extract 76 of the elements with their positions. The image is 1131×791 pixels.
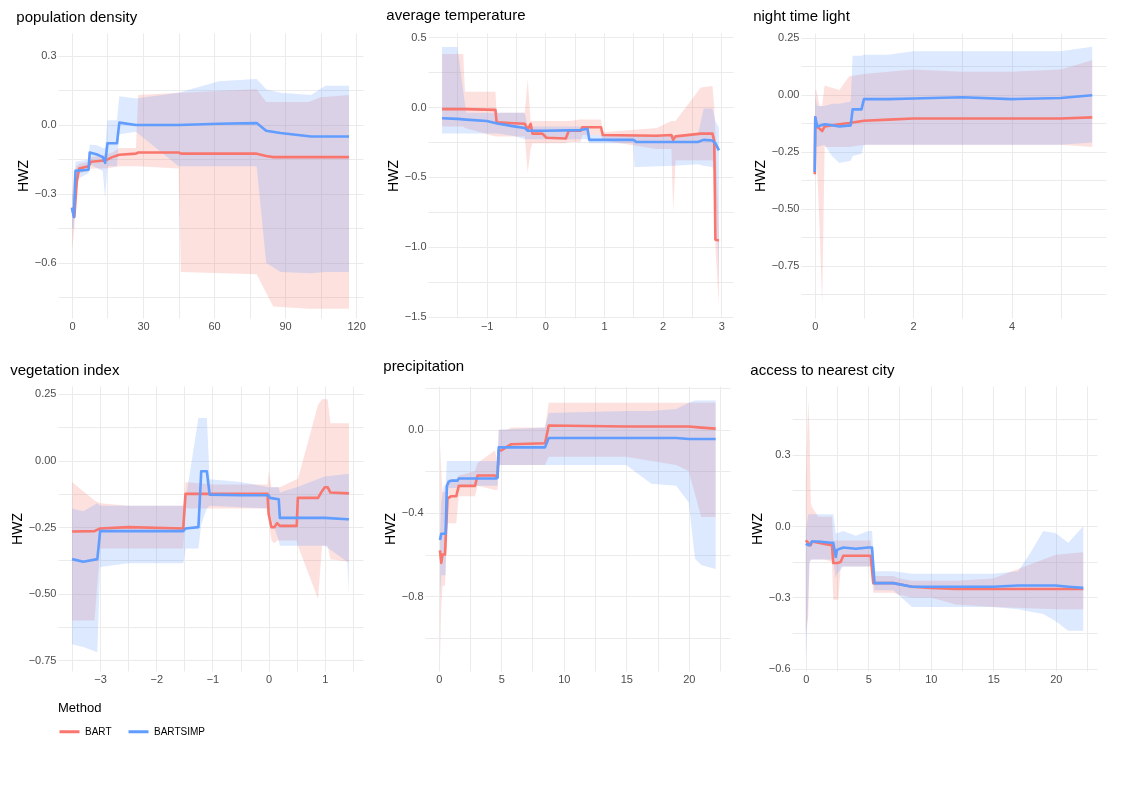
- y-axis-title: HWZ: [748, 512, 765, 545]
- chart-title: population density: [16, 8, 138, 25]
- y-tick-label: −0.5: [404, 170, 427, 183]
- y-tick-label: 0.0: [41, 118, 57, 131]
- line-series: [440, 116, 721, 152]
- x-tick-label: 0: [436, 672, 443, 685]
- x-tick-label: 15: [987, 672, 1000, 685]
- y-tick-label: −0.75: [28, 653, 57, 666]
- legend-title: Method: [58, 700, 102, 715]
- y-tick-label: −0.6: [34, 256, 57, 269]
- y-tick-label: 0.25: [778, 31, 800, 44]
- line-series: [70, 121, 351, 219]
- y-tick-label: −0.25: [28, 520, 57, 533]
- chart-title: precipitation: [383, 357, 465, 375]
- line-series: [440, 107, 721, 242]
- line-series: [438, 436, 717, 542]
- y-tick-label: −0.3: [34, 187, 57, 200]
- chart-title: average temperature: [386, 6, 526, 24]
- x-tick-label: 0: [803, 672, 810, 685]
- y-tick-label: −0.3: [768, 590, 791, 603]
- y-tick-label: −0.4: [401, 506, 424, 519]
- y-axis-title: HWZ: [8, 512, 25, 545]
- x-tick-label: 10: [925, 672, 938, 685]
- x-tick-label: −3: [94, 672, 107, 685]
- legend-label: BARTSIMP: [154, 725, 206, 737]
- x-tick-label: −1: [206, 672, 220, 685]
- x-tick-label: −1: [480, 319, 494, 332]
- chart-title: night time light: [753, 6, 851, 24]
- x-tick-label: 5: [865, 672, 872, 685]
- x-tick-label: 3: [718, 319, 725, 332]
- x-tick-label: 90: [279, 319, 292, 332]
- y-axis-title: HWZ: [14, 159, 31, 192]
- y-tick-label: 0.00: [778, 88, 800, 101]
- x-tick-label: 10: [558, 672, 571, 685]
- x-tick-label: 0: [812, 319, 819, 332]
- x-tick-label: 1: [601, 319, 608, 332]
- y-tick-label: 0.25: [35, 387, 57, 400]
- x-tick-label: 0: [266, 672, 273, 685]
- x-tick-label: 60: [208, 319, 221, 332]
- y-tick-label: −1.0: [404, 240, 427, 253]
- x-tick-label: 0: [542, 319, 549, 332]
- y-tick-label: −1.5: [404, 310, 427, 323]
- y-tick-label: 0.3: [775, 448, 791, 461]
- y-tick-label: −0.75: [771, 259, 800, 272]
- x-tick-label: 4: [1008, 319, 1016, 332]
- y-tick-label: −0.8: [401, 589, 424, 602]
- x-tick-label: 5: [498, 672, 505, 685]
- chart-title: access to nearest city: [750, 361, 896, 378]
- x-tick-label: 2: [660, 319, 667, 332]
- y-tick-label: 0.0: [408, 423, 424, 436]
- y-tick-label: 0.3: [41, 49, 57, 62]
- legend-label: BART: [85, 725, 112, 737]
- y-tick-label: 0.0: [411, 100, 427, 113]
- x-tick-label: 2: [910, 319, 917, 332]
- x-tick-label: 20: [1050, 672, 1063, 685]
- x-tick-label: 120: [347, 319, 366, 332]
- y-tick-label: −0.25: [771, 145, 800, 158]
- x-tick-label: 30: [137, 319, 150, 332]
- y-tick-label: 0.00: [35, 454, 57, 467]
- y-tick-label: 0.5: [411, 30, 427, 43]
- y-axis-title: HWZ: [751, 159, 768, 192]
- line-series: [813, 93, 1094, 174]
- y-tick-label: −0.6: [768, 662, 791, 675]
- x-tick-label: 0: [69, 319, 76, 332]
- y-tick-label: 0.0: [775, 519, 791, 532]
- x-tick-label: 15: [620, 672, 633, 685]
- y-tick-label: −0.50: [771, 202, 800, 215]
- x-tick-label: −2: [150, 672, 164, 685]
- y-axis-title: HWZ: [384, 159, 401, 192]
- y-tick-label: −0.50: [28, 587, 57, 600]
- x-tick-label: 1: [322, 672, 329, 685]
- y-axis-title: HWZ: [381, 512, 398, 545]
- chart-title: vegetation index: [10, 361, 120, 378]
- x-tick-label: 20: [683, 672, 696, 685]
- line-series: [70, 469, 351, 564]
- line-series: [70, 485, 351, 533]
